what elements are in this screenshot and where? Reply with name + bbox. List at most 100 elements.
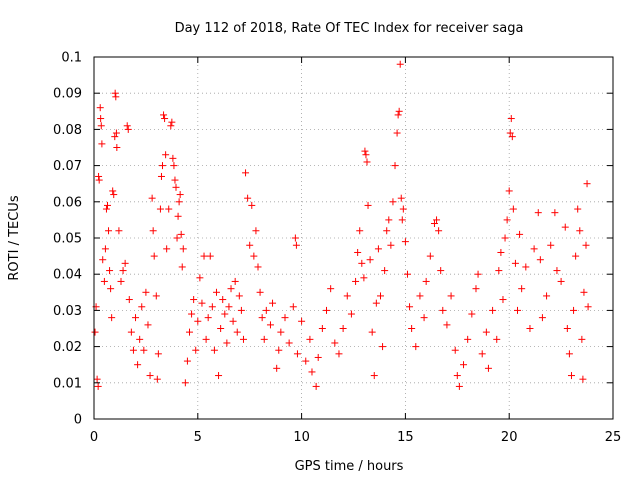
y-tick-label: 0.04 bbox=[53, 268, 82, 283]
x-tick-label: 5 bbox=[194, 430, 202, 445]
data-point bbox=[453, 372, 461, 380]
data-point bbox=[354, 248, 362, 256]
data-point bbox=[98, 140, 106, 148]
data-point bbox=[509, 205, 517, 213]
data-point bbox=[557, 277, 565, 285]
axis-ticks: 0 0.01 0.02 0.03 0.04 0.05 0.06 0.07 0.08 0.09 0.1… bbox=[53, 51, 621, 446]
data-point bbox=[298, 317, 306, 325]
data-point bbox=[507, 115, 515, 123]
data-point bbox=[567, 372, 575, 380]
x-axis-label: GPS time / hours bbox=[295, 459, 404, 474]
data-point bbox=[563, 325, 571, 332]
plot-frame bbox=[93, 56, 614, 420]
data-point bbox=[153, 375, 161, 383]
data-point bbox=[339, 325, 347, 332]
data-point bbox=[387, 241, 395, 249]
data-point bbox=[196, 274, 204, 282]
x-tick-label: 0 bbox=[90, 430, 98, 445]
data-point bbox=[381, 267, 389, 275]
data-point bbox=[420, 314, 428, 322]
y-tick-label: 0.03 bbox=[53, 304, 82, 319]
data-point bbox=[142, 288, 150, 296]
data-point bbox=[204, 314, 212, 322]
y-tick-label: 0.09 bbox=[53, 87, 82, 102]
data-point bbox=[372, 299, 380, 307]
data-point bbox=[144, 321, 152, 329]
data-point bbox=[578, 335, 586, 343]
data-point bbox=[260, 335, 268, 343]
data-point bbox=[352, 277, 360, 285]
data-point bbox=[433, 216, 441, 224]
data-point bbox=[194, 317, 202, 325]
data-point bbox=[101, 245, 109, 253]
data-point bbox=[293, 350, 301, 358]
data-point bbox=[175, 198, 183, 206]
data-point bbox=[489, 306, 497, 314]
data-point bbox=[178, 263, 186, 271]
data-point bbox=[508, 133, 516, 141]
data-point bbox=[125, 296, 133, 304]
data-point bbox=[176, 191, 184, 199]
data-point bbox=[156, 205, 164, 213]
y-tick-label: 0.08 bbox=[53, 123, 82, 138]
data-point bbox=[396, 60, 404, 68]
data-point bbox=[206, 252, 214, 260]
data-point bbox=[157, 172, 165, 180]
data-point bbox=[451, 346, 459, 354]
y-tick-label: 0.01 bbox=[53, 376, 82, 391]
data-point bbox=[399, 205, 407, 213]
data-point bbox=[121, 259, 129, 267]
data-point bbox=[526, 325, 534, 332]
data-point bbox=[97, 122, 105, 130]
data-point bbox=[522, 263, 530, 271]
data-point bbox=[394, 111, 402, 119]
data-point bbox=[123, 122, 131, 130]
data-point bbox=[356, 227, 364, 235]
data-point bbox=[412, 343, 420, 351]
data-point bbox=[103, 201, 111, 209]
data-point bbox=[111, 133, 119, 141]
data-point bbox=[455, 382, 463, 390]
y-tick-label: 0.05 bbox=[53, 232, 82, 247]
data-point bbox=[242, 169, 250, 177]
data-point bbox=[113, 144, 121, 151]
data-point bbox=[174, 212, 182, 220]
data-point bbox=[565, 350, 573, 358]
data-point bbox=[583, 180, 591, 188]
data-point bbox=[530, 245, 538, 253]
data-point bbox=[258, 314, 266, 322]
data-point bbox=[177, 230, 185, 238]
data-point bbox=[208, 303, 216, 311]
data-point bbox=[385, 216, 393, 224]
data-point bbox=[281, 314, 289, 322]
y-tick-label: 0.1 bbox=[61, 51, 82, 66]
data-point bbox=[96, 104, 104, 112]
data-point bbox=[383, 227, 391, 235]
data-point bbox=[154, 350, 162, 358]
data-point bbox=[256, 288, 264, 296]
data-point bbox=[97, 115, 105, 123]
y-axis-label: ROTI / TECUs bbox=[7, 195, 22, 280]
data-point bbox=[215, 372, 223, 380]
data-point bbox=[163, 245, 171, 253]
data-point bbox=[468, 310, 476, 318]
data-point bbox=[277, 328, 285, 336]
data-point bbox=[105, 227, 113, 235]
data-point bbox=[314, 353, 322, 361]
data-point bbox=[95, 176, 103, 184]
data-point bbox=[497, 248, 505, 256]
data-point bbox=[91, 328, 99, 336]
data-point bbox=[366, 256, 374, 264]
data-point bbox=[363, 158, 371, 166]
data-point bbox=[231, 277, 239, 285]
data-point bbox=[233, 328, 241, 336]
data-point bbox=[416, 292, 424, 300]
data-point bbox=[107, 285, 115, 293]
data-point bbox=[124, 125, 132, 133]
data-point bbox=[148, 194, 156, 202]
data-point bbox=[516, 230, 524, 238]
data-point bbox=[160, 111, 168, 119]
data-point bbox=[308, 368, 316, 376]
data-point bbox=[389, 198, 397, 206]
data-point bbox=[408, 325, 416, 332]
